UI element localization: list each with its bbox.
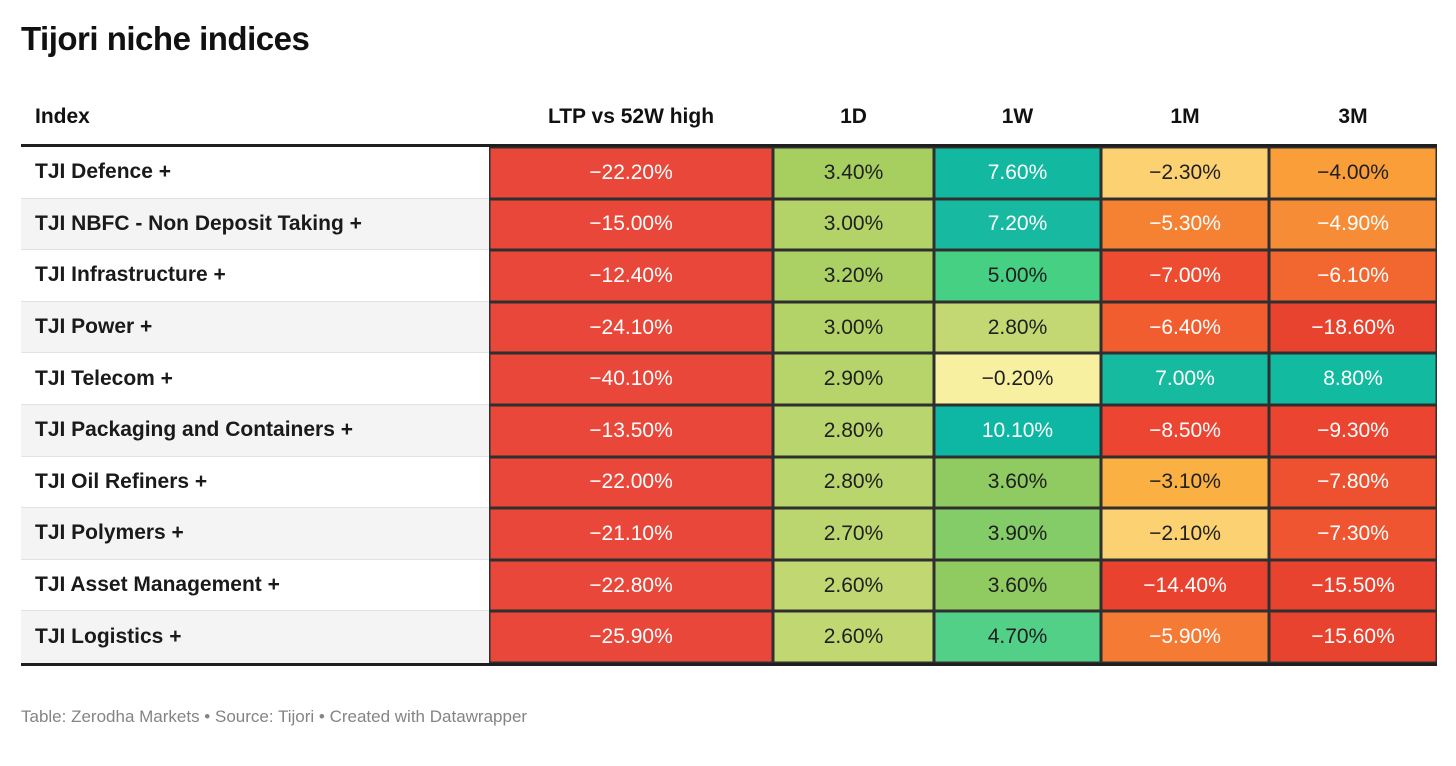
value-cell: −4.90%: [1269, 198, 1437, 251]
index-cell[interactable]: TJI Infrastructure +: [21, 250, 489, 302]
value-cell: −6.10%: [1269, 250, 1437, 302]
index-cell[interactable]: TJI NBFC - Non Deposit Taking +: [21, 198, 489, 251]
attribution-footer: Table: Zerodha Markets • Source: Tijori …: [21, 706, 528, 726]
value-cell: −6.40%: [1101, 301, 1269, 354]
value-cell: 3.90%: [934, 508, 1101, 560]
table-body: TJI Defence + −22.20% 3.40% 7.60% −2.30% −4.0…: [21, 147, 1437, 663]
value-cell: −21.10%: [489, 508, 773, 560]
column-header-1w: 1W: [1001, 105, 1034, 128]
value-cell: 3.20%: [773, 250, 934, 302]
value-cell: 8.80%: [1269, 353, 1437, 405]
value-cell: −3.10%: [1101, 456, 1269, 509]
index-cell[interactable]: TJI Packaging and Containers +: [21, 404, 489, 457]
value-cell: 3.00%: [773, 301, 934, 354]
value-cell: −7.00%: [1101, 250, 1269, 302]
value-cell: −12.40%: [489, 250, 773, 302]
value-cell: 10.10%: [934, 404, 1101, 457]
value-cell: −15.60%: [1269, 611, 1437, 663]
value-cell: −15.50%: [1269, 559, 1437, 612]
page-title: Tijori niche indices: [21, 20, 310, 57]
column-header-ltp-vs-52w-high: LTP vs 52W high: [547, 105, 715, 128]
column-header-1d: 1D: [840, 105, 867, 128]
value-cell: −0.20%: [934, 353, 1101, 405]
footer-divider-rule: [21, 662, 1437, 666]
indices-table: Index LTP vs 52W high 1D 1W 1M 3M TJI De…: [21, 105, 1437, 666]
value-cell: −15.00%: [489, 198, 773, 251]
column-header-1m: 1M: [1170, 105, 1200, 128]
value-cell: −9.30%: [1269, 404, 1437, 457]
value-cell: 2.70%: [773, 508, 934, 560]
value-cell: 5.00%: [934, 250, 1101, 302]
index-cell[interactable]: TJI Logistics +: [21, 611, 489, 663]
index-cell[interactable]: TJI Asset Management +: [21, 559, 489, 612]
header-divider-rule: [21, 144, 1437, 147]
value-cell: 3.60%: [934, 456, 1101, 509]
value-cell: 7.60%: [934, 147, 1101, 199]
index-cell[interactable]: TJI Power +: [21, 301, 489, 354]
value-cell: −2.10%: [1101, 508, 1269, 560]
value-cell: 2.80%: [934, 301, 1101, 354]
value-cell: −18.60%: [1269, 301, 1437, 354]
value-cell: −22.80%: [489, 559, 773, 612]
value-cell: 2.80%: [773, 456, 934, 509]
value-cell: −7.80%: [1269, 456, 1437, 509]
index-cell[interactable]: TJI Defence +: [21, 147, 489, 199]
value-cell: 7.20%: [934, 198, 1101, 251]
column-header-3m: 3M: [1338, 105, 1368, 128]
value-cell: −40.10%: [489, 353, 773, 405]
column-header-index: Index: [35, 105, 90, 128]
value-cell: 2.60%: [773, 559, 934, 612]
value-cell: 3.00%: [773, 198, 934, 251]
value-cell: −13.50%: [489, 404, 773, 457]
value-cell: −2.30%: [1101, 147, 1269, 199]
value-cell: −5.90%: [1101, 611, 1269, 663]
value-cell: −22.00%: [489, 456, 773, 509]
index-cell[interactable]: TJI Polymers +: [21, 508, 489, 560]
value-cell: −4.00%: [1269, 147, 1437, 199]
value-cell: −14.40%: [1101, 559, 1269, 612]
value-cell: 2.90%: [773, 353, 934, 405]
value-cell: −8.50%: [1101, 404, 1269, 457]
value-cell: −24.10%: [489, 301, 773, 354]
table-header-row: Index LTP vs 52W high 1D 1W 1M 3M: [21, 105, 1437, 144]
value-cell: −7.30%: [1269, 508, 1437, 560]
value-cell: 3.40%: [773, 147, 934, 199]
value-cell: 2.80%: [773, 404, 934, 457]
value-cell: 7.00%: [1101, 353, 1269, 405]
index-cell[interactable]: TJI Telecom +: [21, 353, 489, 405]
value-cell: 3.60%: [934, 559, 1101, 612]
index-cell[interactable]: TJI Oil Refiners +: [21, 456, 489, 509]
value-cell: −25.90%: [489, 611, 773, 663]
value-cell: −22.20%: [489, 147, 773, 199]
value-cell: 4.70%: [934, 611, 1101, 663]
value-cell: −5.30%: [1101, 198, 1269, 251]
value-cell: 2.60%: [773, 611, 934, 663]
